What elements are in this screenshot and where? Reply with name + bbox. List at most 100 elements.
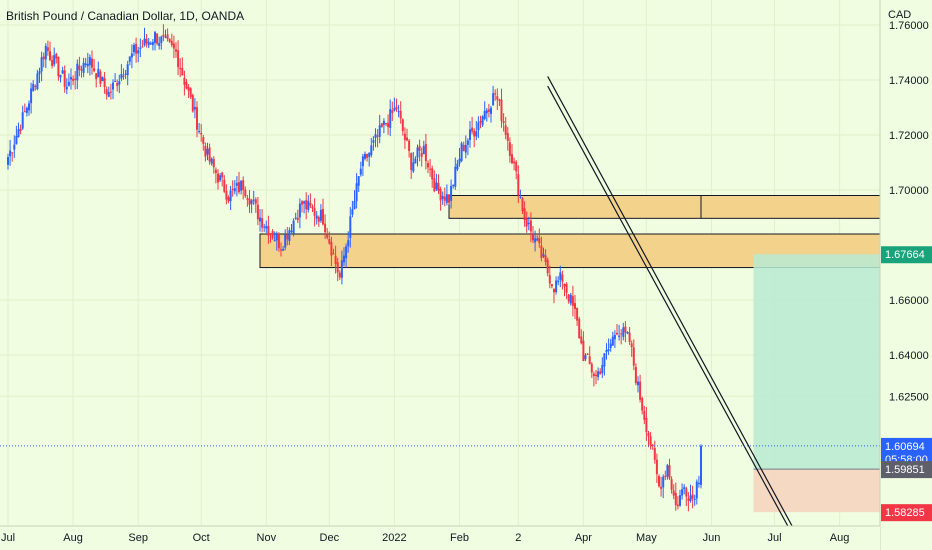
candle-body bbox=[328, 239, 331, 244]
candle-body bbox=[38, 71, 41, 74]
candle-body bbox=[605, 350, 608, 353]
candle-body bbox=[697, 482, 700, 484]
candle-body bbox=[254, 199, 257, 204]
stop-price-label-text: 1.58285 bbox=[885, 507, 925, 519]
candle-body bbox=[196, 107, 198, 130]
candle-body bbox=[571, 296, 574, 306]
candle-body bbox=[693, 498, 696, 500]
candle-body bbox=[515, 161, 518, 172]
candle-body bbox=[441, 195, 444, 199]
entry-price-label-bg bbox=[881, 461, 932, 479]
candle-body bbox=[668, 465, 671, 479]
candle-body bbox=[76, 63, 79, 81]
candle-body bbox=[151, 41, 154, 46]
candle-body bbox=[523, 208, 526, 221]
candle-body bbox=[311, 206, 314, 209]
current-price-label-text: 1.60694 bbox=[885, 441, 925, 453]
candle-body bbox=[97, 68, 100, 78]
candle-body bbox=[683, 487, 686, 489]
candle-body bbox=[177, 50, 180, 68]
candle-body bbox=[496, 96, 499, 100]
candle-body bbox=[191, 95, 194, 112]
candle-body bbox=[248, 198, 251, 205]
candle-body bbox=[172, 43, 175, 49]
candle-body bbox=[298, 203, 301, 218]
candle-body bbox=[135, 43, 138, 54]
candle-body bbox=[368, 152, 371, 157]
candle-body bbox=[139, 47, 142, 49]
candle-body bbox=[265, 225, 268, 229]
candle-body bbox=[397, 111, 400, 113]
candle-body bbox=[639, 381, 642, 400]
candle-body bbox=[212, 159, 215, 168]
candle-body bbox=[399, 110, 402, 119]
candle-body bbox=[632, 347, 635, 366]
candle-body bbox=[391, 110, 394, 113]
candle-body bbox=[340, 260, 343, 278]
candle-body bbox=[141, 46, 144, 48]
candle-body bbox=[456, 163, 459, 170]
stop-price-label: 1.58285 bbox=[881, 504, 932, 522]
candle-body bbox=[116, 82, 119, 87]
entry-price-label: 1.59851 bbox=[881, 461, 932, 479]
x-tick-label: Jul bbox=[1, 532, 15, 544]
candle-body bbox=[540, 245, 543, 258]
candle-body bbox=[80, 69, 83, 71]
candle-body bbox=[691, 494, 694, 499]
candle-body bbox=[88, 57, 91, 66]
candle-body bbox=[437, 183, 440, 192]
candle-body bbox=[672, 490, 675, 496]
candle-body bbox=[622, 327, 625, 337]
candle-body bbox=[700, 445, 702, 485]
candle-body bbox=[427, 163, 429, 168]
candle-body bbox=[655, 459, 658, 475]
candle-body bbox=[256, 204, 259, 220]
candle-body bbox=[613, 334, 616, 340]
candle-body bbox=[454, 166, 457, 187]
candle-body bbox=[57, 57, 60, 77]
candle-body bbox=[372, 140, 375, 143]
candle-body bbox=[332, 253, 335, 255]
candle-body bbox=[13, 144, 16, 150]
candle-body bbox=[670, 479, 673, 490]
candle-body bbox=[242, 180, 245, 190]
candle-body bbox=[595, 374, 597, 377]
candle-body bbox=[624, 326, 627, 333]
candle-body bbox=[334, 255, 337, 264]
candle-body bbox=[25, 107, 28, 113]
candle-body bbox=[376, 135, 379, 137]
candle-body bbox=[357, 176, 360, 186]
candle-body bbox=[118, 81, 121, 85]
candle-body bbox=[536, 238, 539, 241]
candle-body bbox=[410, 153, 413, 170]
candle-body bbox=[175, 49, 177, 52]
y-tick-label: 1.74000 bbox=[889, 75, 929, 87]
candle-body bbox=[84, 63, 87, 65]
candle-body bbox=[185, 82, 188, 89]
candle-body bbox=[233, 188, 236, 192]
candle-body bbox=[273, 240, 276, 242]
candle-body bbox=[42, 56, 45, 60]
candle-body bbox=[158, 43, 161, 46]
x-tick-label: 2 bbox=[515, 532, 521, 544]
candle-body bbox=[378, 125, 381, 137]
candle-body bbox=[133, 44, 135, 53]
candle-body bbox=[114, 80, 117, 82]
candle-body bbox=[559, 272, 562, 280]
candle-body bbox=[78, 65, 81, 70]
candle-body bbox=[343, 255, 345, 263]
candle-body bbox=[288, 230, 291, 241]
candle-body bbox=[578, 318, 581, 339]
candle-body bbox=[637, 381, 639, 386]
candle-body bbox=[166, 34, 169, 39]
candle-body bbox=[586, 353, 589, 355]
candle-body bbox=[223, 179, 226, 192]
candle-body bbox=[206, 148, 209, 155]
candle-body bbox=[660, 486, 663, 489]
trendline-upper bbox=[547, 76, 806, 550]
candle-body bbox=[408, 140, 411, 151]
candle-body bbox=[653, 448, 656, 460]
candle-body bbox=[366, 153, 369, 158]
